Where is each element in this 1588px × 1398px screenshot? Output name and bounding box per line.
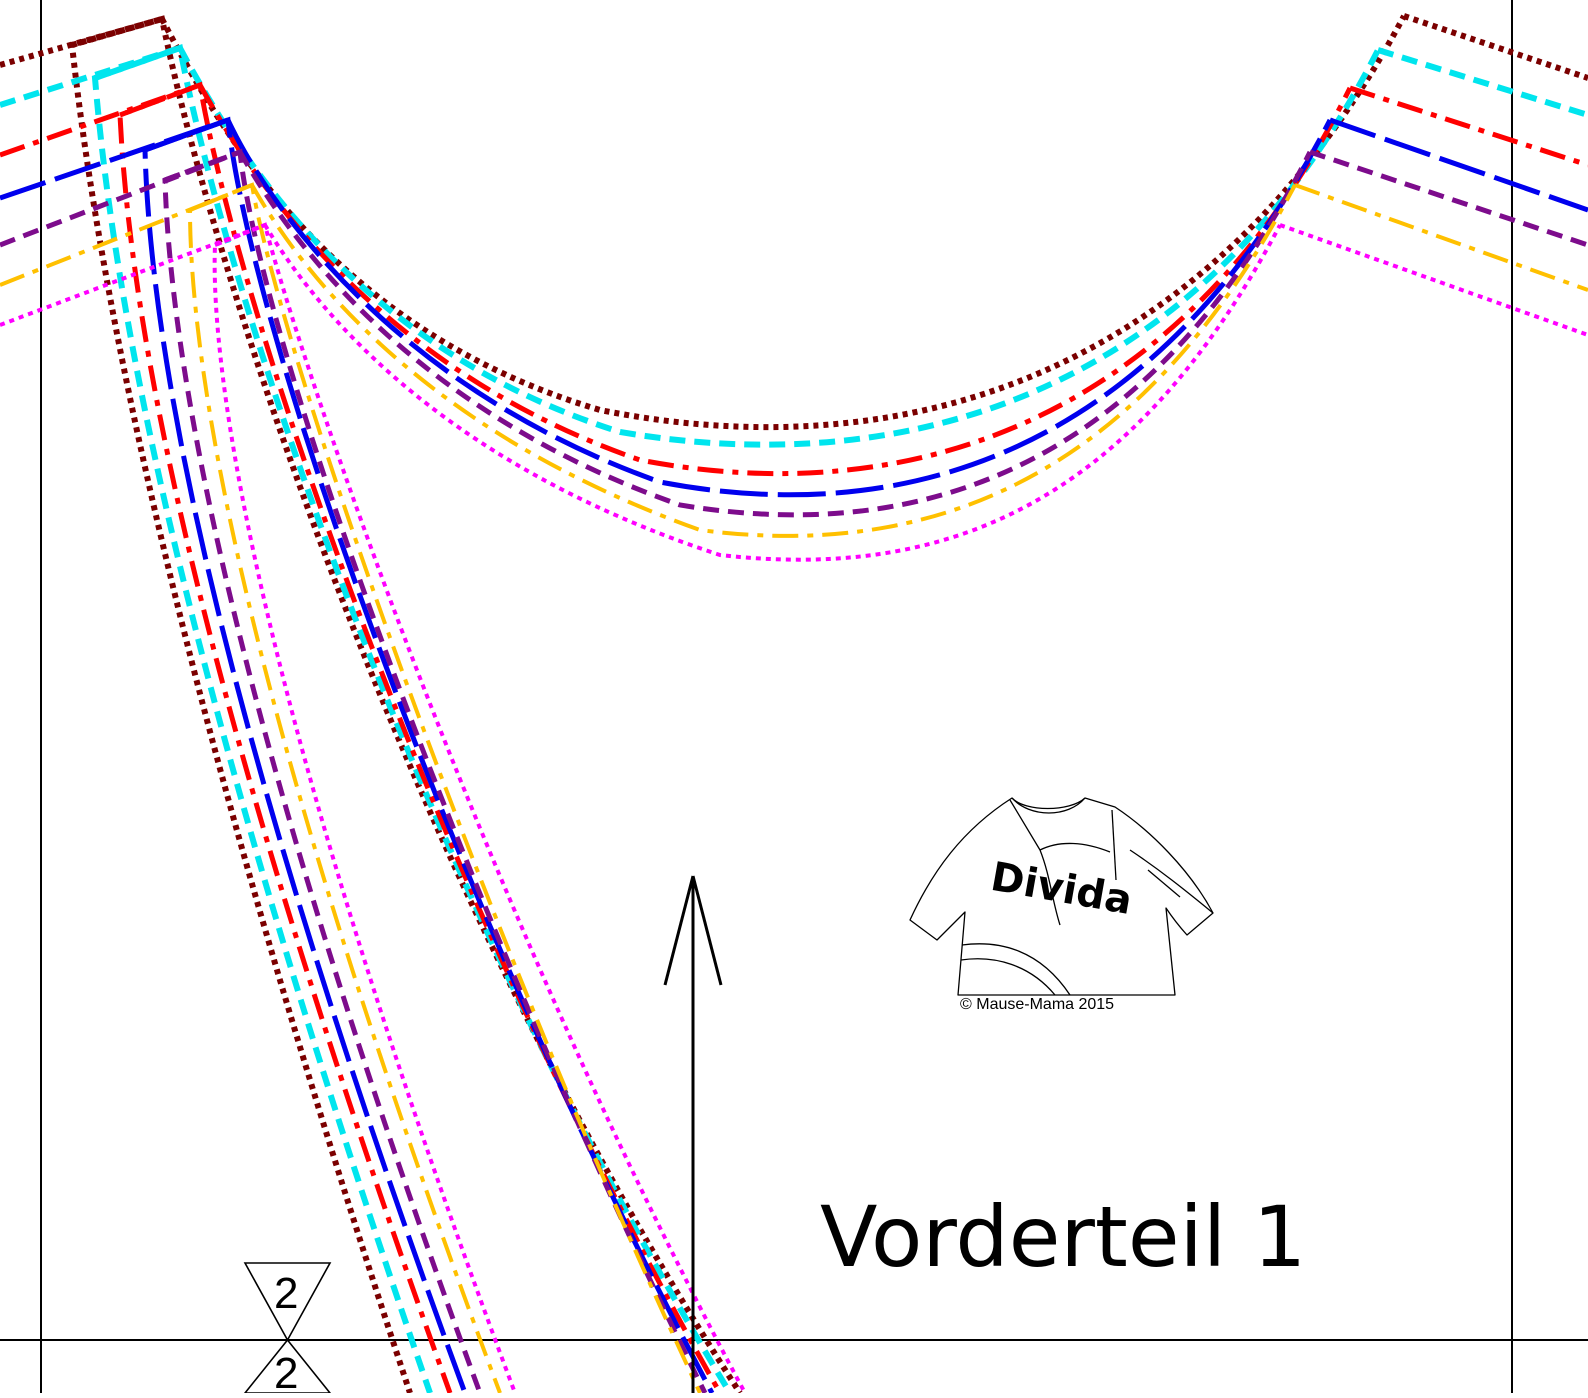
armhole-size-7: [214, 222, 747, 1393]
logo-brand-text: Divida: [987, 854, 1135, 924]
shoulder-side-size-7: [0, 223, 517, 1393]
right-shoulder-size-3: [1349, 85, 1588, 168]
right-shoulder-size-2: [1377, 47, 1588, 118]
neckline-size-3: [197, 83, 1353, 476]
neckline-size-1: [159, 14, 1407, 431]
right-shoulder-size-1: [1403, 13, 1588, 81]
armhole-size-1: [71, 15, 743, 1393]
armhole-size-6: [189, 182, 702, 1393]
shoulder-side-size-3: [0, 82, 453, 1393]
notch-triangle-bottom: [243, 1338, 332, 1393]
shoulder-side-size-6: [0, 183, 502, 1393]
grainline-arrow-icon: [663, 875, 723, 1393]
pattern-title: Vorderteil 1: [820, 1188, 1307, 1286]
brand-text: Divida: [987, 854, 1135, 924]
copyright-text: © Mause-Mama 2015: [960, 996, 1115, 1013]
notch-label-bottom: 2: [274, 1349, 299, 1398]
right-shoulder-size-7: [1279, 223, 1588, 337]
neckline-size-4: [225, 118, 1333, 498]
size-line-4: [0, 116, 1588, 1393]
shoulder-side-size-4: [0, 117, 468, 1393]
size-lines: [0, 13, 1588, 1393]
shirt-sketch-icon: [909, 797, 1214, 996]
right-shoulder-size-5: [1309, 149, 1588, 248]
shoulder-side-size-5: [0, 149, 483, 1393]
size-line-5: [0, 148, 1588, 1393]
right-shoulder-size-4: [1329, 117, 1588, 213]
neckline-size-5: [237, 150, 1313, 518]
size-line-6: [0, 182, 1588, 1393]
neckline-size-6: [250, 184, 1297, 538]
neckline-size-2: [177, 46, 1381, 448]
shoulder-side-size-1: [0, 16, 413, 1393]
notch-marks: [243, 1262, 332, 1393]
shoulder-side-size-2: [0, 45, 433, 1393]
notch-triangle-top: [243, 1262, 332, 1342]
right-shoulder-size-6: [1294, 183, 1588, 292]
size-line-7: [0, 222, 1588, 1393]
size-line-1: [0, 13, 1588, 1393]
neckline-size-7: [263, 223, 1282, 562]
notch-label-top: 2: [274, 1269, 299, 1318]
